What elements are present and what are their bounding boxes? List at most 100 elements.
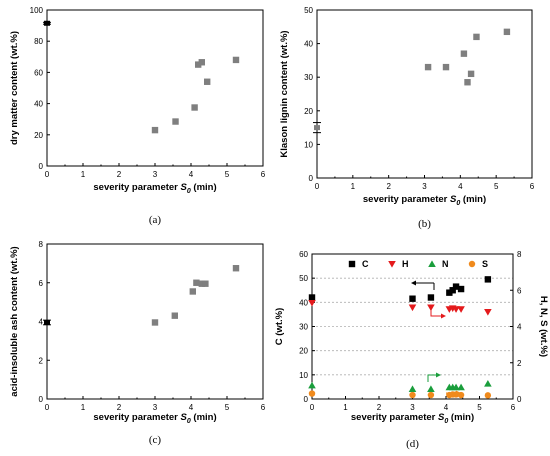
data-point xyxy=(409,391,416,399)
data-point xyxy=(202,280,209,287)
chart-panel-c: 0 1 2 3 4 5 6 0 2 4 6 8 severity parameter S0 (min) a… xyxy=(9,240,266,446)
data-point xyxy=(473,33,480,41)
data-point xyxy=(427,294,435,301)
data-point xyxy=(204,78,211,85)
data-point xyxy=(308,294,316,301)
data-point xyxy=(308,299,316,307)
x-tick-label: 2 xyxy=(117,170,122,179)
x-tick-label: 0 xyxy=(310,403,315,412)
y-tick-label: 20 xyxy=(34,131,43,140)
data-point xyxy=(452,383,460,391)
y-right-tick-label: 8 xyxy=(517,250,522,259)
panel-label: (d) xyxy=(406,438,419,450)
y-tick-label: 0 xyxy=(304,395,309,404)
x-tick-label: 2 xyxy=(386,182,391,191)
x-axis-label: severity parameter S0 (min) xyxy=(363,194,486,207)
x-tick-label: 0 xyxy=(315,182,320,191)
y-tick-label: 20 xyxy=(304,107,313,116)
x-tick-label: 2 xyxy=(117,403,122,412)
reference-point xyxy=(314,125,320,131)
c-axis-arrowhead xyxy=(411,280,416,286)
reference-point xyxy=(44,20,50,26)
x-tick-label: 1 xyxy=(343,403,348,412)
plot-frame xyxy=(316,9,533,179)
y-tick-label: 30 xyxy=(299,323,308,332)
x-tick-label: 5 xyxy=(225,170,230,179)
data-point xyxy=(198,59,205,66)
x-tick-label: 0 xyxy=(45,403,50,412)
legend-marker xyxy=(428,260,436,267)
x-tick-label: 3 xyxy=(422,182,427,191)
y-tick-label: 50 xyxy=(304,6,313,15)
data-point xyxy=(193,279,200,286)
y-tick-label: 8 xyxy=(39,240,44,249)
x-tick-label: 4 xyxy=(444,403,449,412)
legend-label: H xyxy=(402,259,409,269)
data-point xyxy=(452,306,460,313)
panel-label: (a) xyxy=(149,214,162,226)
data-point xyxy=(151,126,159,134)
data-point xyxy=(427,304,435,312)
x-tick-label: 4 xyxy=(458,182,463,191)
data-point xyxy=(424,63,432,71)
x-tick-label: 6 xyxy=(261,403,266,412)
data-point xyxy=(308,390,316,397)
data-point xyxy=(484,392,492,399)
x-tick-label: 5 xyxy=(477,403,482,412)
data-point xyxy=(457,383,465,391)
y-tick-label: 0 xyxy=(309,174,314,183)
x-tick-label: 6 xyxy=(530,182,535,191)
data-point xyxy=(189,288,196,295)
panel-label: (c) xyxy=(149,434,162,446)
data-point xyxy=(308,381,316,389)
data-point xyxy=(457,285,465,293)
y-tick-label: 10 xyxy=(304,140,313,149)
x-axis-label: severity parameter S0 (min) xyxy=(351,412,474,425)
data-point xyxy=(467,70,475,78)
y-axis-label: Klason lignin content (wt.%) xyxy=(279,30,290,157)
y-tick-label: 2 xyxy=(39,356,44,365)
data-point xyxy=(172,118,179,125)
x-tick-label: 5 xyxy=(494,182,499,191)
n-axis-arrowhead xyxy=(436,372,441,378)
data-point xyxy=(484,276,492,283)
y-axis-label: C (wt.%) xyxy=(274,308,285,345)
data-point xyxy=(457,306,465,313)
n-axis-arrow xyxy=(427,374,436,382)
y-tick-label: 40 xyxy=(299,298,308,307)
y-tick-label: 0 xyxy=(39,162,44,171)
x-tick-label: 6 xyxy=(511,403,516,412)
data-point xyxy=(449,287,456,294)
data-point xyxy=(460,50,468,57)
data-point xyxy=(484,309,492,316)
axis-arrows xyxy=(411,280,461,396)
data-point xyxy=(151,319,159,326)
y-tick-label: 40 xyxy=(34,100,43,109)
y-tick-label: 0 xyxy=(39,395,44,404)
x-axis-label: severity parameter S0 (min) xyxy=(93,412,216,425)
data-point xyxy=(232,56,240,64)
data-point xyxy=(427,385,435,393)
y-tick-label: 40 xyxy=(304,40,313,49)
x-tick-label: 5 xyxy=(225,403,230,412)
y-tick-label: 6 xyxy=(39,279,44,288)
data-point xyxy=(171,312,178,319)
data-point xyxy=(408,304,417,312)
y-tick-label: 20 xyxy=(299,347,308,356)
y-tick-label: 60 xyxy=(34,68,43,77)
data-point xyxy=(464,79,471,86)
y-tick-label: 30 xyxy=(304,73,313,82)
data-point xyxy=(409,295,416,302)
y-tick-label: 50 xyxy=(299,274,308,283)
reference-point xyxy=(44,319,50,325)
data-point xyxy=(427,391,435,399)
s-axis-arrowhead xyxy=(456,390,461,396)
x-tick-label: 3 xyxy=(153,170,158,179)
x-tick-label: 3 xyxy=(153,403,158,412)
data-point xyxy=(503,28,511,36)
legend-marker xyxy=(348,260,356,268)
legend-label: N xyxy=(442,259,449,269)
x-tick-label: 1 xyxy=(351,182,356,191)
